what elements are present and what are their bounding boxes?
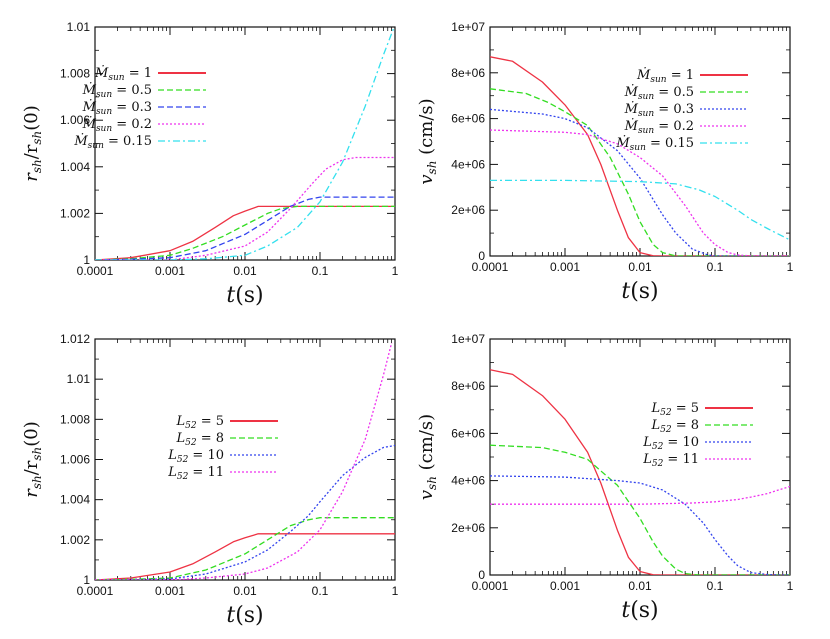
series-line-1 bbox=[490, 369, 790, 575]
y-tick-label: 8e+06 bbox=[451, 66, 485, 80]
x-tick-label: 0.0001 bbox=[472, 260, 509, 274]
legend-label-5: Ṁsun = 0.15 bbox=[615, 134, 694, 153]
series-line-3 bbox=[95, 196, 395, 260]
legend-label-4: L52 = 11 bbox=[642, 452, 699, 469]
y-tick-label: 1.008 bbox=[60, 412, 90, 426]
legend-label-3: L52 = 10 bbox=[167, 448, 224, 465]
plot-frame bbox=[489, 338, 791, 576]
y-tick-label: 2e+06 bbox=[451, 521, 485, 535]
panel-3: 0.0001 0.001 0.01 0.1 1 1 1.002 1.004 1.006 1.008… bbox=[21, 332, 399, 628]
x-tick-label: 0.1 bbox=[707, 260, 724, 274]
x-tick-label: 0.01 bbox=[233, 584, 257, 598]
x-axis-label: t(s) bbox=[621, 279, 658, 304]
x-tick-label: 0.001 bbox=[155, 584, 185, 598]
y-tick-label: 1 bbox=[83, 253, 90, 267]
x-tick-label: 0.001 bbox=[155, 264, 185, 278]
y-tick-label: 1e+07 bbox=[451, 20, 485, 34]
y-tick-label: 1.01 bbox=[67, 372, 91, 386]
series-line-3 bbox=[490, 475, 790, 575]
x-axis-label: t(s) bbox=[621, 598, 658, 623]
y-tick-label: 1.002 bbox=[60, 533, 90, 547]
y-tick-label: 1e+07 bbox=[451, 332, 485, 346]
y-tick-label: 0 bbox=[478, 568, 485, 582]
series-line-1 bbox=[490, 56, 790, 256]
y-axis-label: rsh/rsh(0) bbox=[21, 105, 44, 182]
x-tick-label: 0.01 bbox=[628, 260, 652, 274]
series-line-4 bbox=[490, 129, 790, 256]
x-axis-label: t(s) bbox=[226, 283, 263, 308]
y-tick-label: 1.012 bbox=[60, 332, 90, 346]
x-tick-label: 0.0001 bbox=[472, 579, 509, 593]
y-tick-label: 2e+06 bbox=[451, 203, 485, 217]
legend-label-3: L52 = 10 bbox=[642, 435, 699, 452]
x-tick-label: 0.001 bbox=[550, 260, 580, 274]
panel-2: 0.0001 0.001 0.01 0.1 1 0 2e+06 4e+06 6e+06 8e+06… bbox=[416, 20, 794, 304]
y-tick-label: 1.002 bbox=[60, 206, 90, 220]
series-line-2 bbox=[95, 205, 395, 260]
y-tick-label: 0 bbox=[478, 249, 485, 263]
legend-label-1: L52 = 5 bbox=[175, 414, 224, 431]
y-axis-label: vsh (cm/s) bbox=[416, 414, 439, 500]
y-tick-label: 1 bbox=[83, 573, 90, 587]
x-tick-label: 0.1 bbox=[707, 579, 724, 593]
series-line-2 bbox=[490, 444, 790, 575]
x-tick-label: 0.0001 bbox=[77, 584, 114, 598]
legend-label-3: Ṁsun = 0.3 bbox=[624, 100, 694, 119]
legend-label-1: Ṁsun = 1 bbox=[94, 64, 152, 83]
legend-label-2: L52 = 8 bbox=[650, 418, 699, 435]
plot-frame bbox=[489, 26, 791, 257]
panel-4: 0.0001 0.001 0.01 0.1 1 0 2e+06 4e+06 6e+06 8e+06… bbox=[416, 332, 794, 623]
y-tick-label: 4e+06 bbox=[451, 157, 485, 171]
series-line-4 bbox=[490, 485, 790, 505]
legend-label-4: L52 = 11 bbox=[167, 465, 224, 482]
x-tick-label: 1 bbox=[787, 579, 794, 593]
legend-label-1: Ṁsun = 1 bbox=[636, 66, 694, 85]
series-line-5 bbox=[490, 179, 790, 241]
legend-label-2: Ṁsun = 0.5 bbox=[82, 81, 152, 100]
y-tick-label: 1.006 bbox=[60, 113, 90, 127]
series-line-4 bbox=[95, 156, 395, 260]
x-tick-label: 0.0001 bbox=[77, 264, 114, 278]
x-tick-label: 0.01 bbox=[233, 264, 257, 278]
legend-label-4: Ṁsun = 0.2 bbox=[82, 115, 152, 134]
y-tick-label: 4e+06 bbox=[451, 474, 485, 488]
x-tick-label: 0.1 bbox=[312, 584, 329, 598]
y-axis-label: vsh (cm/s) bbox=[416, 98, 439, 184]
y-tick-label: 1.006 bbox=[60, 453, 90, 467]
x-tick-label: 0.01 bbox=[628, 579, 652, 593]
legend-label-2: L52 = 8 bbox=[175, 431, 224, 448]
y-tick-label: 8e+06 bbox=[451, 379, 485, 393]
x-tick-label: 0.1 bbox=[312, 264, 329, 278]
y-tick-label: 6e+06 bbox=[451, 426, 485, 440]
series-line-3 bbox=[95, 444, 395, 580]
x-axis-label: t(s) bbox=[226, 603, 263, 628]
legend-label-3: Ṁsun = 0.3 bbox=[82, 98, 152, 117]
panel-1: 0.0001 0.001 0.01 0.1 1 1 1.002 1.004 1.006 1.008… bbox=[21, 20, 399, 308]
plot-frame bbox=[94, 338, 396, 581]
x-tick-label: 1 bbox=[392, 264, 399, 278]
y-tick-label: 1.01 bbox=[67, 20, 91, 34]
y-axis-label: rsh/rsh(0) bbox=[21, 421, 44, 498]
x-tick-label: 1 bbox=[787, 260, 794, 274]
y-tick-label: 1.004 bbox=[60, 493, 90, 507]
x-tick-label: 1 bbox=[392, 584, 399, 598]
legend-label-2: Ṁsun = 0.5 bbox=[624, 83, 694, 102]
y-tick-label: 1.004 bbox=[60, 160, 90, 174]
legend-label-1: L52 = 5 bbox=[650, 401, 699, 418]
series-line-3 bbox=[490, 108, 790, 256]
series-line-4 bbox=[95, 342, 393, 580]
x-tick-label: 0.001 bbox=[550, 579, 580, 593]
series-line-1 bbox=[95, 205, 395, 260]
series-line-2 bbox=[95, 517, 395, 580]
y-tick-label: 6e+06 bbox=[451, 112, 485, 126]
y-tick-label: 1.008 bbox=[60, 67, 90, 81]
legend-label-5: Ṁsun = 0.15 bbox=[73, 132, 152, 151]
legend-label-4: Ṁsun = 0.2 bbox=[624, 117, 694, 136]
